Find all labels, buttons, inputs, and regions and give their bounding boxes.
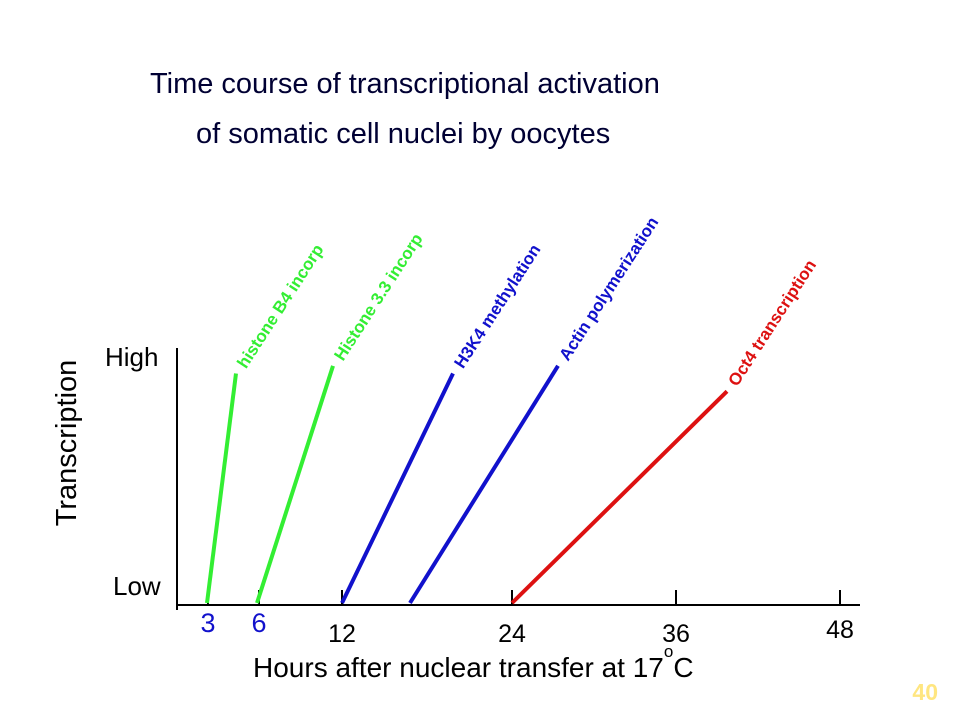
x-tick-label: 48: [826, 616, 854, 644]
page-number: 40: [912, 679, 938, 705]
y-tick-high: High: [105, 342, 158, 372]
x-tick-label: 3: [200, 608, 215, 638]
x-tick-label: 12: [328, 620, 356, 648]
series-line: [255, 365, 335, 604]
x-axis-label-text: Hours after nuclear transfer at 17: [253, 652, 664, 683]
series-label: H3K4 methylation: [450, 241, 544, 372]
x-axis-degree: o: [664, 642, 673, 661]
x-axis-unit: C: [673, 652, 693, 683]
series-line: [340, 372, 455, 604]
x-tick-label: 24: [498, 620, 526, 648]
x-axis-label: Hours after nuclear transfer at 17oC: [253, 642, 694, 683]
x-tick-label: 6: [251, 608, 266, 638]
series-line: [205, 373, 238, 604]
series-label: Oct4 transcription: [724, 256, 820, 389]
chart-title-line1: Time course of transcriptional activatio…: [150, 68, 660, 100]
y-axis-label: Transcription: [51, 360, 83, 527]
x-tick-label: 36: [662, 620, 690, 648]
y-tick-low: Low: [113, 571, 161, 601]
series-line: [408, 364, 560, 605]
series-label: histone B4 incorp: [233, 241, 327, 372]
series-line: [510, 389, 729, 605]
series-label: Histone 3.3 incorp: [330, 230, 426, 364]
chart-title-line2: of somatic cell nuclei by oocytes: [196, 118, 611, 150]
series-label: Actin polymerization: [555, 213, 662, 364]
